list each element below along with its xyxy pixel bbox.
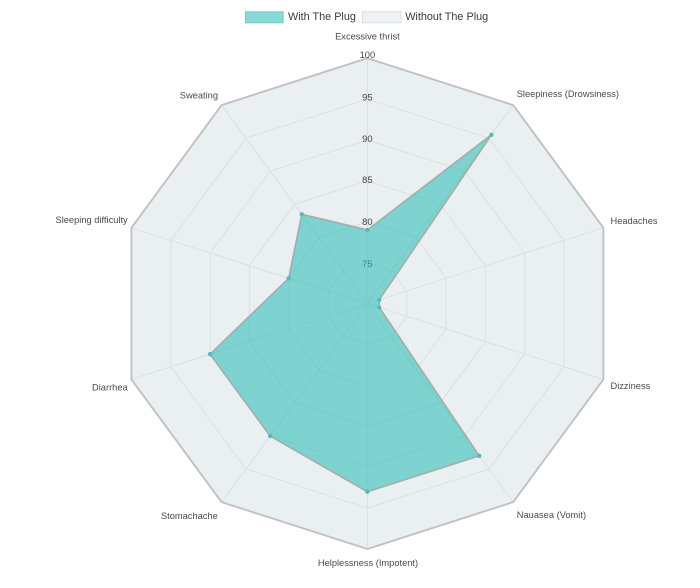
svg-text:Nauasea (Vomit): Nauasea (Vomit) (517, 510, 586, 520)
svg-text:Sweating: Sweating (180, 91, 218, 101)
svg-text:With The Plug: With The Plug (288, 11, 356, 23)
svg-text:75: 75 (362, 258, 372, 269)
svg-text:Stomachache: Stomachache (161, 511, 218, 521)
svg-text:100: 100 (360, 49, 376, 60)
svg-text:Diarrhea: Diarrhea (92, 383, 128, 393)
svg-text:Excessive thrist: Excessive thrist (335, 31, 400, 41)
svg-text:90: 90 (362, 133, 372, 144)
svg-text:Sleeping difficulty: Sleeping difficulty (56, 215, 129, 225)
svg-text:Headaches: Headaches (611, 216, 658, 226)
svg-text:Sleepiness (Drowsiness): Sleepiness (Drowsiness) (517, 89, 619, 99)
svg-text:Without The Plug: Without The Plug (405, 11, 488, 23)
svg-text:85: 85 (362, 174, 372, 185)
svg-text:Dizziness: Dizziness (611, 381, 651, 391)
svg-text:Helplessness (Impotent): Helplessness (Impotent) (318, 558, 418, 568)
svg-text:80: 80 (362, 216, 372, 227)
svg-text:95: 95 (362, 91, 372, 102)
